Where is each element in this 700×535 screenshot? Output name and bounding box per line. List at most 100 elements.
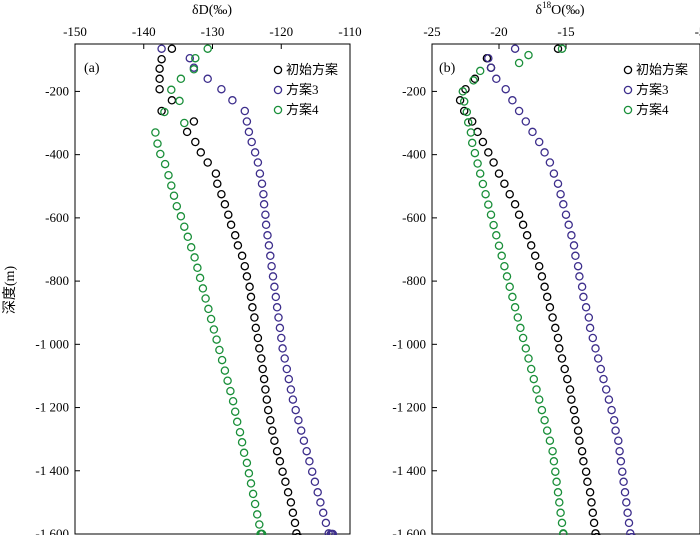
series-1-point [500,179,509,188]
series-2-point [584,313,594,322]
series-1-point [494,169,504,178]
series-2-point [521,117,531,126]
series-2-point [501,84,510,94]
series-3-point [223,376,232,385]
series-3-point [180,118,189,128]
y-tick-label: -1 200 [392,400,426,415]
series-3-point [215,345,224,355]
series-3-point [549,457,559,466]
panel-a-label: (a) [84,61,100,76]
series-2-point [508,96,517,105]
series-3-point [248,489,258,499]
series-1-point [537,272,547,281]
series-1-point [534,261,544,271]
series-2-point [267,261,276,271]
series-3-point [500,261,509,271]
legend-label-3: 方案4 [636,102,669,117]
series-3-point [551,467,560,476]
series-2-point [553,179,563,188]
series-2-point [299,436,309,445]
series-1-point [278,467,287,476]
series-3-point [469,76,478,85]
series-3-point [458,87,468,96]
series-1-point [510,200,520,209]
series-1-point [518,220,528,230]
series-1-point [540,282,549,292]
series-1-point [589,518,599,528]
y-tick-label: -200 [402,83,426,98]
series-1-point [553,333,563,343]
series-2-point [599,374,608,384]
series-1-point [157,54,166,64]
y-tick-label: -1 200 [35,400,69,415]
y-tick-label: -200 [45,83,69,98]
series-3-point [172,201,182,211]
series-3-point [175,96,184,106]
legend-marker-3 [623,105,633,115]
series-1-point [224,210,233,219]
series-1-point [220,200,230,209]
series-3-point [508,292,517,302]
series-1-point [478,137,488,147]
series-1-point [548,313,557,322]
series-1-point [290,518,300,528]
y-tick-label: -800 [402,273,426,288]
series-1-point [587,498,596,507]
series-3-point [559,529,568,535]
series-2-point [313,488,322,497]
series-1-point [585,488,595,497]
series-3-point [193,263,202,273]
series-2-point [618,467,627,476]
series-1-point [593,532,601,535]
series-3-point [237,438,247,447]
series-3-point [526,364,536,374]
series-2-point [259,189,268,199]
series-3-point [467,138,477,148]
series-2-point [528,127,537,137]
series-3-point [209,325,219,334]
series-3-point [226,386,235,396]
series-3-point [255,520,264,529]
series-2-point [545,158,555,167]
x-tick-label: -120 [269,24,293,39]
series-2-point [296,426,306,435]
series-2-point [611,426,620,435]
series-3-point [489,220,498,230]
series-1-point [467,117,477,126]
series-2-point [274,313,283,322]
series-2-point [316,498,325,507]
x-tick-label: -110 [338,24,361,39]
legend-marker-2 [273,85,283,95]
series-1-point [551,323,560,333]
series-1-point [522,231,532,240]
legend-label-1: 初始方案 [636,62,688,77]
series-3-point [502,272,512,281]
series-1-point [258,364,267,374]
series-1-point [294,532,302,535]
series-1-point [230,231,240,240]
y-tick-label: -1 600 [392,526,426,535]
series-3-point [484,200,493,209]
series-2-point [321,518,331,528]
series-2-point [588,333,598,343]
series-3-point [183,232,193,242]
series-2-point [510,44,520,53]
series-2-point [604,395,614,404]
series-3-point [516,323,525,333]
legend-label-3: 方案4 [286,102,319,117]
series-1-point [588,508,598,518]
panel-b-y-ticks: -200 -400 -600 -800 -1 000 -1 200 -1 400 -1 600 [392,83,437,535]
series-1-point [237,251,247,261]
series-2-point [324,529,333,535]
series-1-point [262,395,272,404]
panel-a-x-ticks: -150 -140 -130 -120 -110 [63,24,362,49]
series-2-point [294,415,303,425]
series-1-point [155,74,164,84]
series-2-point [157,44,166,53]
series-3-point [153,139,162,148]
series-2-point [185,53,195,63]
series-2-point [564,220,573,230]
legend-label-2: 方案3 [286,82,319,97]
